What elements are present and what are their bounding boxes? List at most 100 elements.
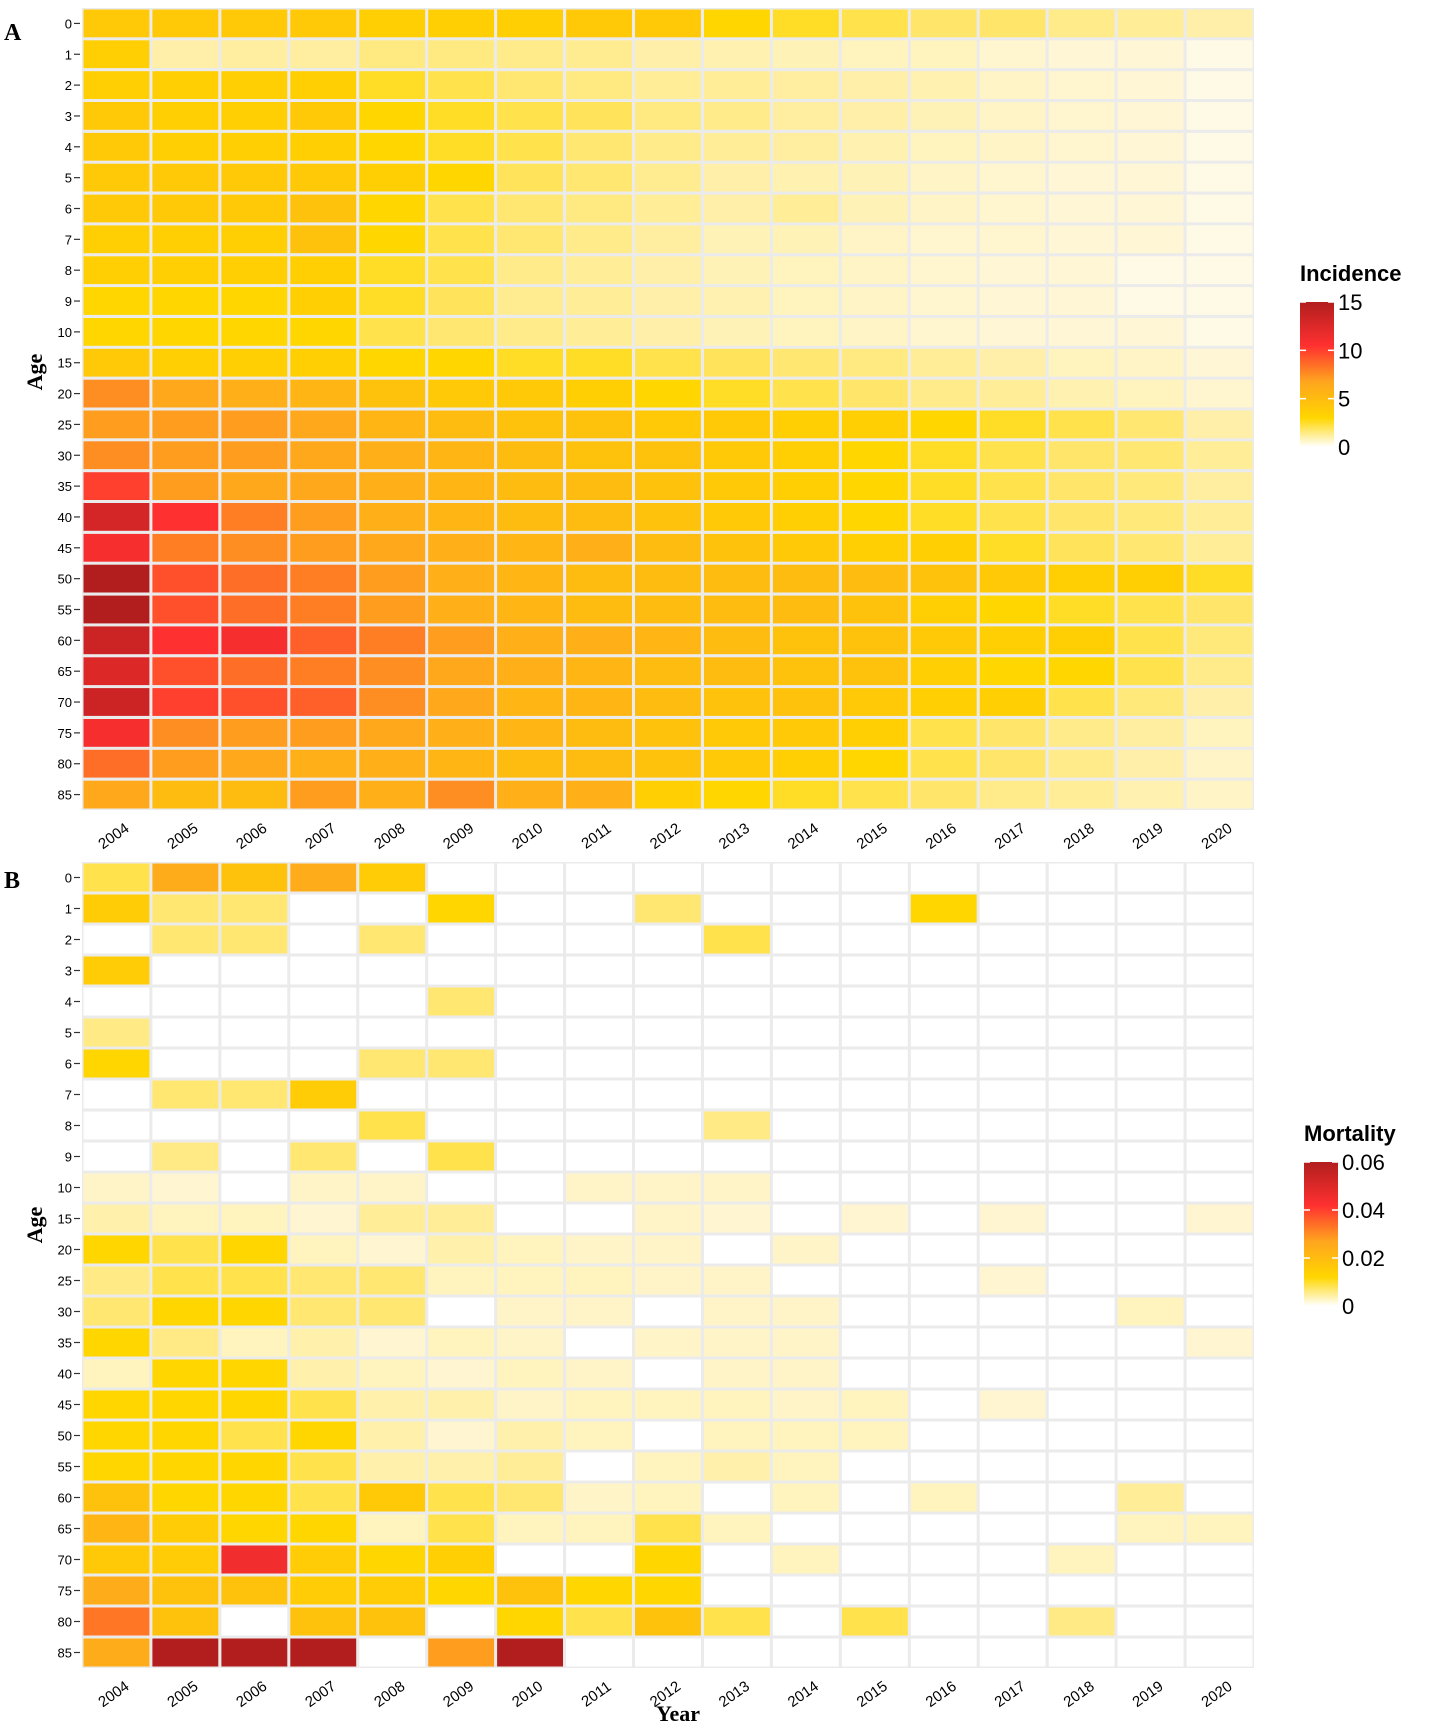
heatmap-cell: [221, 1204, 288, 1233]
heatmap-cell: [635, 163, 701, 192]
heatmap-cell: [83, 1142, 150, 1171]
heatmap-cell: [497, 1111, 563, 1140]
heatmap-cell: [152, 287, 219, 315]
heatmap-cell: [290, 441, 357, 470]
heatmap-cell: [359, 533, 426, 562]
heatmap-cell: [359, 1328, 426, 1357]
heatmap-cell: [221, 1142, 288, 1171]
heatmap-cell: [497, 657, 563, 686]
y-tick-label: 2: [65, 78, 72, 93]
heatmap-cell: [83, 1235, 150, 1264]
y-tick-label: 15: [58, 356, 72, 371]
heatmap-cell: [704, 194, 770, 223]
heatmap-cell: [221, 379, 288, 408]
heatmap-cell: [152, 956, 219, 985]
heatmap-cell: [428, 1607, 495, 1636]
heatmap-cell: [841, 1359, 908, 1388]
heatmap-cell: [497, 1576, 563, 1605]
heatmap-cell: [979, 1111, 1046, 1140]
x-tick-label: 2020: [1198, 1678, 1235, 1711]
heatmap-cell: [428, 1018, 495, 1047]
heatmap-cell: [428, 1452, 495, 1481]
heatmap-cell: [359, 132, 426, 161]
heatmap-cell: [1186, 719, 1253, 747]
heatmap-cell: [359, 719, 426, 747]
heatmap-cell: [290, 71, 357, 99]
heatmap-cell: [704, 1049, 770, 1078]
heatmap-cell: [1048, 287, 1115, 315]
heatmap-cell: [152, 225, 219, 254]
heatmap-cell: [428, 564, 495, 593]
x-tick-label: 2013: [716, 1678, 753, 1711]
heatmap-cell: [83, 40, 150, 69]
heatmap-cell: [841, 472, 908, 500]
heatmap-cell: [290, 1204, 357, 1233]
heatmap-cell: [979, 256, 1046, 285]
heatmap-cell: [704, 9, 770, 38]
heatmap-cell: [497, 1328, 563, 1357]
heatmap-cell: [772, 595, 839, 624]
heatmap-cell: [290, 1328, 357, 1357]
y-tick-label: 8: [65, 263, 72, 278]
heatmap-cell: [772, 719, 839, 747]
x-tick-label: 2012: [647, 820, 684, 853]
heatmap-cell: [772, 1545, 839, 1574]
y-tick-label: 35: [58, 1336, 72, 1351]
heatmap-cell: [979, 1328, 1046, 1357]
heatmap-cell: [910, 1359, 977, 1388]
heatmap-cell: [566, 194, 632, 223]
heatmap-cell: [1048, 749, 1115, 778]
heatmap-cell: [979, 472, 1046, 500]
heatmap-cell: [152, 256, 219, 285]
y-tick-label: 65: [58, 1522, 72, 1537]
heatmap-cell: [566, 348, 632, 377]
heatmap-cell: [290, 1514, 357, 1543]
heatmap-cell: [566, 1297, 632, 1326]
heatmap-cell: [152, 348, 219, 377]
heatmap-cell: [1048, 348, 1115, 377]
y-tick-label: 75: [58, 1584, 72, 1599]
heatmap-cell: [359, 595, 426, 624]
y-tick-label: 0: [65, 871, 72, 886]
heatmap-cell: [635, 626, 701, 655]
y-tick-label: 30: [58, 1305, 72, 1320]
heatmap-cell: [1117, 1328, 1184, 1357]
heatmap-cell: [635, 1173, 701, 1202]
heatmap-cell: [83, 533, 150, 562]
heatmap-cell: [841, 533, 908, 562]
y-tick-label: 2: [65, 933, 72, 948]
heatmap-cell: [635, 1359, 701, 1388]
heatmap-cell: [359, 441, 426, 470]
heatmap-cell: [841, 1545, 908, 1574]
heatmap-cell: [428, 1390, 495, 1419]
heatmap-cell: [979, 1080, 1046, 1109]
heatmap-cell: [221, 987, 288, 1016]
heatmap-cell: [290, 987, 357, 1016]
heatmap-cell: [910, 1576, 977, 1605]
heatmap-cell: [152, 163, 219, 192]
heatmap-cell: [910, 956, 977, 985]
heatmap-cell: [221, 163, 288, 192]
y-tick-label: 1: [65, 47, 72, 62]
heatmap-cell: [841, 863, 908, 892]
heatmap-cell: [704, 688, 770, 716]
heatmap-cell: [1117, 749, 1184, 778]
heatmap-cell: [428, 348, 495, 377]
heatmap-cell: [221, 749, 288, 778]
heatmap-cell: [772, 987, 839, 1016]
heatmap-cell: [1117, 1111, 1184, 1140]
heatmap-cell: [772, 780, 839, 809]
heatmap-cell: [704, 719, 770, 747]
heatmap-cell: [290, 1390, 357, 1419]
x-tick-label: 2008: [371, 820, 408, 853]
heatmap-cell: [841, 1421, 908, 1450]
heatmap-cell: [1186, 749, 1253, 778]
heatmap-cell: [152, 1421, 219, 1450]
heatmap-cell: [1117, 688, 1184, 716]
heatmap-cell: [1117, 863, 1184, 892]
y-tick-label: 75: [58, 726, 72, 741]
heatmap-cell: [497, 163, 563, 192]
x-tick-label: 2017: [992, 820, 1029, 853]
heatmap-cell: [635, 379, 701, 408]
y-tick-label: 50: [58, 1429, 72, 1444]
